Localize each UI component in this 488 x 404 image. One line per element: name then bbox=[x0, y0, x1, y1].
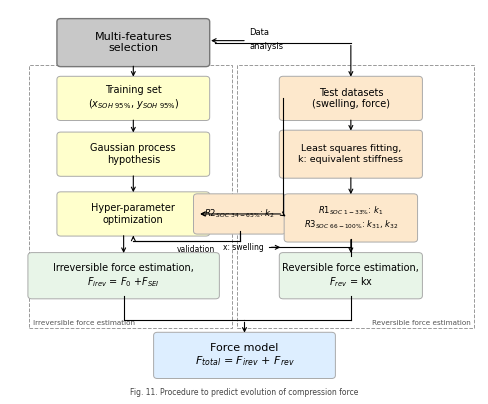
FancyBboxPatch shape bbox=[153, 332, 335, 379]
Text: analysis: analysis bbox=[249, 42, 283, 51]
Text: Fig. 11. Procedure to predict evolution of compression force: Fig. 11. Procedure to predict evolution … bbox=[130, 388, 358, 397]
FancyBboxPatch shape bbox=[57, 76, 209, 120]
Text: Multi-features
selection: Multi-features selection bbox=[94, 32, 172, 53]
Text: Irreversible force estimation: Irreversible force estimation bbox=[33, 320, 135, 326]
Text: Gaussian process
hypothesis: Gaussian process hypothesis bbox=[90, 143, 176, 165]
FancyBboxPatch shape bbox=[284, 194, 417, 242]
FancyBboxPatch shape bbox=[193, 194, 285, 234]
FancyBboxPatch shape bbox=[28, 252, 219, 299]
Text: Least squares fitting,
k: equivalent stiffness: Least squares fitting, k: equivalent sti… bbox=[298, 145, 403, 164]
FancyBboxPatch shape bbox=[57, 192, 209, 236]
FancyBboxPatch shape bbox=[279, 76, 422, 120]
Text: x: swelling: x: swelling bbox=[223, 243, 264, 252]
FancyBboxPatch shape bbox=[57, 132, 209, 176]
Text: Force model
$F_{total}$ = $F_{irev}$ + $F_{rev}$: Force model $F_{total}$ = $F_{irev}$ + $… bbox=[194, 343, 294, 368]
Text: $R2_{SOC\ 34-65\%}$: $k_2$: $R2_{SOC\ 34-65\%}$: $k_2$ bbox=[204, 208, 275, 220]
Text: validation: validation bbox=[177, 245, 215, 254]
Text: Irreversible force estimation,
$F_{irev}$ = $F_0$ +$F_{SEI}$: Irreversible force estimation, $F_{irev}… bbox=[53, 263, 194, 288]
FancyBboxPatch shape bbox=[57, 19, 209, 67]
FancyBboxPatch shape bbox=[279, 252, 422, 299]
Text: Reversible force estimation: Reversible force estimation bbox=[371, 320, 469, 326]
Text: Training set
($x_{SOH\ 95\%}$, $y_{SOH\ 95\%}$): Training set ($x_{SOH\ 95\%}$, $y_{SOH\ … bbox=[87, 85, 179, 112]
Text: Reversible force estimation,
$F_{rev}$ = kx: Reversible force estimation, $F_{rev}$ =… bbox=[282, 263, 418, 288]
Text: Hyper-parameter
optimization: Hyper-parameter optimization bbox=[91, 203, 175, 225]
FancyBboxPatch shape bbox=[279, 130, 422, 178]
Text: Data: Data bbox=[249, 28, 269, 37]
Text: $R1_{SOC\ 1-33\%}$: $k_1$
$R3_{SOC\ 66-100\%}$: $k_{31}$, $k_{32}$: $R1_{SOC\ 1-33\%}$: $k_1$ $R3_{SOC\ 66-1… bbox=[303, 204, 397, 231]
Text: Test datasets
(swelling, force): Test datasets (swelling, force) bbox=[311, 88, 389, 109]
